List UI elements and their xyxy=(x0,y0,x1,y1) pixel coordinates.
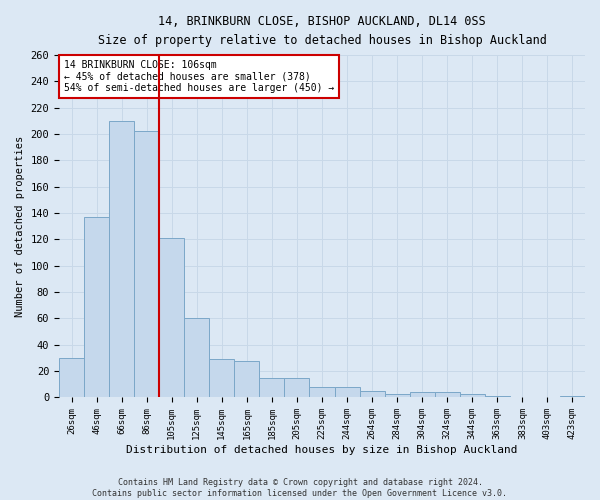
Bar xyxy=(84,217,109,398)
Text: 14 BRINKBURN CLOSE: 106sqm
← 45% of detached houses are smaller (378)
54% of sem: 14 BRINKBURN CLOSE: 106sqm ← 45% of deta… xyxy=(64,60,335,94)
Bar xyxy=(460,394,485,398)
Text: Contains HM Land Registry data © Crown copyright and database right 2024.
Contai: Contains HM Land Registry data © Crown c… xyxy=(92,478,508,498)
Bar xyxy=(134,132,159,398)
Bar xyxy=(159,238,184,398)
Bar xyxy=(335,387,359,398)
Bar xyxy=(109,121,134,398)
Bar xyxy=(59,358,84,398)
Bar xyxy=(259,378,284,398)
Bar xyxy=(284,378,310,398)
Bar xyxy=(184,318,209,398)
Bar xyxy=(310,387,335,398)
X-axis label: Distribution of detached houses by size in Bishop Auckland: Distribution of detached houses by size … xyxy=(126,445,518,455)
Bar xyxy=(235,360,259,398)
Bar xyxy=(209,360,235,398)
Bar xyxy=(359,391,385,398)
Bar xyxy=(485,396,510,398)
Title: 14, BRINKBURN CLOSE, BISHOP AUCKLAND, DL14 0SS
Size of property relative to deta: 14, BRINKBURN CLOSE, BISHOP AUCKLAND, DL… xyxy=(98,15,547,47)
Bar xyxy=(560,396,585,398)
Bar xyxy=(385,394,410,398)
Bar xyxy=(410,392,435,398)
Y-axis label: Number of detached properties: Number of detached properties xyxy=(15,136,25,317)
Bar xyxy=(435,392,460,398)
